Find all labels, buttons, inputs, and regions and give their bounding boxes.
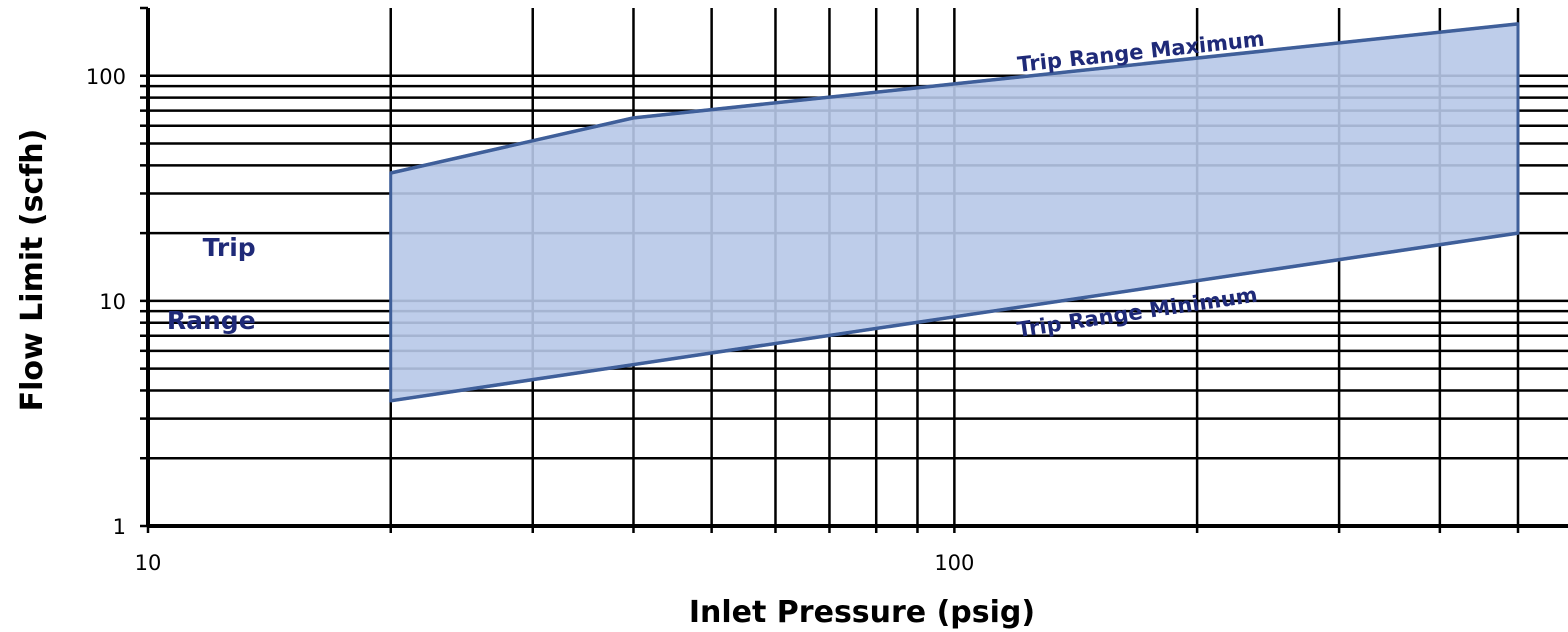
annotation-range_2: Range [167, 306, 256, 335]
axis-layer: 10 100 1 10 100 [86, 6, 1568, 575]
y-tick-label-100: 100 [86, 65, 126, 89]
y-tick-label-10: 10 [99, 290, 126, 314]
annotation-range_1: Trip [203, 233, 256, 262]
series-line-minimum [390, 231, 1519, 403]
area-layer [389, 22, 1520, 403]
y-axis-title: Flow Limit (scfh) [15, 129, 50, 412]
series-line-maximum [390, 22, 1519, 175]
y-tick-label-1: 1 [113, 515, 126, 539]
x-axis-title: Inlet Pressure (psig) [689, 595, 1035, 630]
x-tick-label-100: 100 [934, 551, 974, 575]
x-tick-label-10: 10 [135, 551, 162, 575]
